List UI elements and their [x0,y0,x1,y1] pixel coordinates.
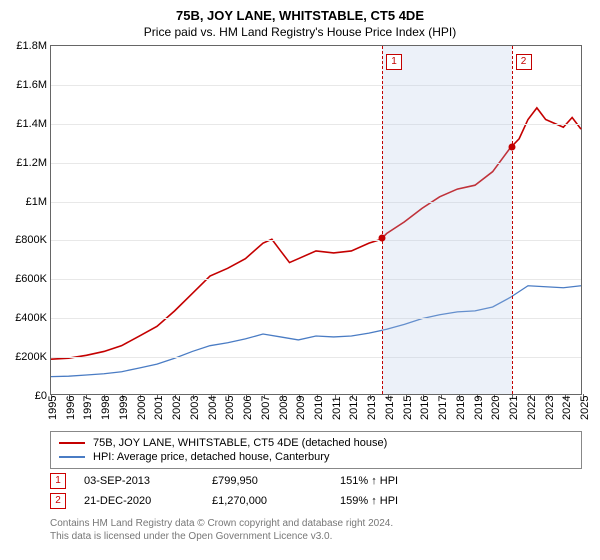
sale-vline [382,46,383,394]
x-axis-label: 2023 [544,396,556,420]
sale-marker-box: 2 [50,493,66,509]
sale-marker-box: 1 [386,54,402,70]
y-axis-label: £1.2M [16,157,51,169]
chart-title: 75B, JOY LANE, WHITSTABLE, CT5 4DE [0,0,600,23]
y-axis-label: £1.6M [16,79,51,91]
sale-marker-box: 1 [50,473,66,489]
footer-attribution: Contains HM Land Registry data © Crown c… [50,517,582,543]
x-axis-label: 2007 [260,396,272,420]
y-axis-label: £800K [15,234,51,246]
chart-legend: 75B, JOY LANE, WHITSTABLE, CT5 4DE (deta… [50,431,582,469]
legend-swatch [59,456,85,458]
legend-label: HPI: Average price, detached house, Cant… [93,451,329,463]
y-axis-label: £1M [26,196,51,208]
x-axis-label: 2013 [366,396,378,420]
x-axis-label: 2003 [189,396,201,420]
chart-subtitle: Price paid vs. HM Land Registry's House … [0,23,600,45]
x-axis-label: 2009 [295,396,307,420]
x-axis-label: 2002 [171,396,183,420]
sale-delta: 159% ↑ HPI [340,495,398,507]
x-axis-label: 2024 [561,396,573,420]
x-axis-label: 2004 [207,396,219,420]
y-axis-label: £1.4M [16,118,51,130]
x-axis-label: 1996 [65,396,77,420]
footer-line: This data is licensed under the Open Gov… [50,530,582,543]
y-axis-label: £1.8M [16,40,51,52]
x-axis-label: 2006 [242,396,254,420]
sale-row: 2 21-DEC-2020 £1,270,000 159% ↑ HPI [50,493,582,509]
y-axis-label: £600K [15,273,51,285]
x-axis-label: 2022 [526,396,538,420]
y-axis-label: £200K [15,351,51,363]
x-axis-label: 2018 [455,396,467,420]
sale-date: 21-DEC-2020 [84,495,194,507]
sale-date: 03-SEP-2013 [84,475,194,487]
x-axis-label: 2020 [490,396,502,420]
x-axis-label: 1998 [100,396,112,420]
x-axis-label: 2025 [579,396,591,420]
chart-plot-area: £0£200K£400K£600K£800K£1M£1.2M£1.4M£1.6M… [50,45,582,395]
x-axis-label: 2015 [402,396,414,420]
sale-dot [379,235,386,242]
legend-row: HPI: Average price, detached house, Cant… [59,450,573,464]
x-axis-label: 1999 [118,396,130,420]
x-axis-label: 2001 [153,396,165,420]
sale-vline [512,46,513,394]
sale-dot [508,144,515,151]
x-axis-label: 1995 [47,396,59,420]
sale-row: 1 03-SEP-2013 £799,950 151% ↑ HPI [50,473,582,489]
sales-list: 1 03-SEP-2013 £799,950 151% ↑ HPI 2 21-DEC-20… [0,473,600,509]
legend-row: 75B, JOY LANE, WHITSTABLE, CT5 4DE (deta… [59,436,573,450]
x-axis-label: 2012 [348,396,360,420]
x-axis-label: 2011 [331,396,343,420]
sale-price: £799,950 [212,475,322,487]
shaded-ownership-period [382,46,511,394]
y-axis-label: £400K [15,312,51,324]
x-axis-label: 2021 [508,396,520,420]
x-axis-label: 2008 [278,396,290,420]
legend-label: 75B, JOY LANE, WHITSTABLE, CT5 4DE (deta… [93,437,387,449]
footer-line: Contains HM Land Registry data © Crown c… [50,517,582,530]
x-axis-label: 2014 [384,396,396,420]
sale-delta: 151% ↑ HPI [340,475,398,487]
x-axis-label: 2016 [419,396,431,420]
x-axis-label: 2019 [473,396,485,420]
x-axis-label: 2010 [313,396,325,420]
x-axis-label: 2017 [437,396,449,420]
x-axis-label: 1997 [82,396,94,420]
sale-marker-box: 2 [516,54,532,70]
legend-swatch [59,442,85,444]
x-axis-label: 2005 [224,396,236,420]
x-axis-label: 2000 [136,396,148,420]
sale-price: £1,270,000 [212,495,322,507]
